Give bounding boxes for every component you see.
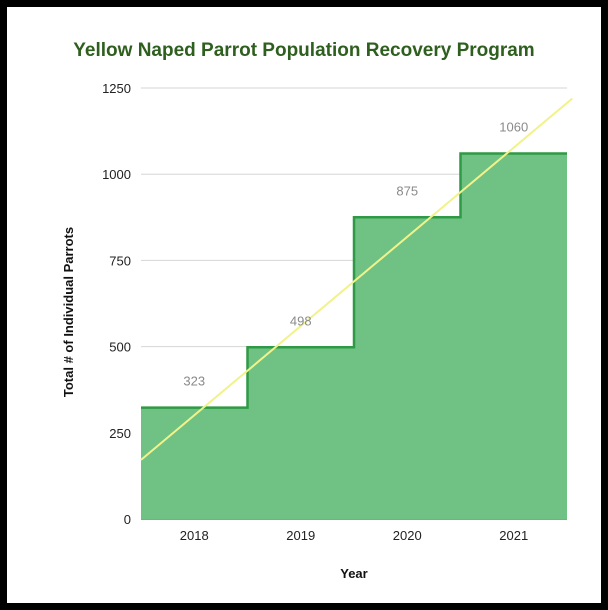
x-tick-label: 2019 [286,528,315,543]
data-label: 323 [183,374,205,389]
data-label: 498 [290,313,312,328]
series-area [141,152,567,519]
data-label: 875 [396,183,418,198]
y-tick-label: 1250 [102,81,131,96]
y-tick-label: 250 [109,426,131,441]
data-labels: 323 498 875 1060 [183,120,528,389]
y-tick-label: 500 [109,340,131,355]
trendline-path [140,97,573,461]
y-tick-label: 750 [109,253,131,268]
x-axis-ticks: 2018 2019 2020 2021 [180,528,528,543]
data-label: 1060 [499,120,528,135]
y-tick-label: 1000 [102,167,131,182]
x-tick-label: 2021 [499,528,528,543]
y-axis-ticks: 0 250 500 750 1000 1250 [102,81,131,527]
x-tick-label: 2020 [393,528,422,543]
chart-title: Yellow Naped Parrot Population Recovery … [73,40,535,61]
x-axis-label: Year [340,566,367,581]
trendline [140,97,573,461]
y-axis-label: Total # of Individual Parrots [61,227,76,397]
y-tick-label: 0 [124,512,131,527]
x-tick-label: 2018 [180,528,209,543]
